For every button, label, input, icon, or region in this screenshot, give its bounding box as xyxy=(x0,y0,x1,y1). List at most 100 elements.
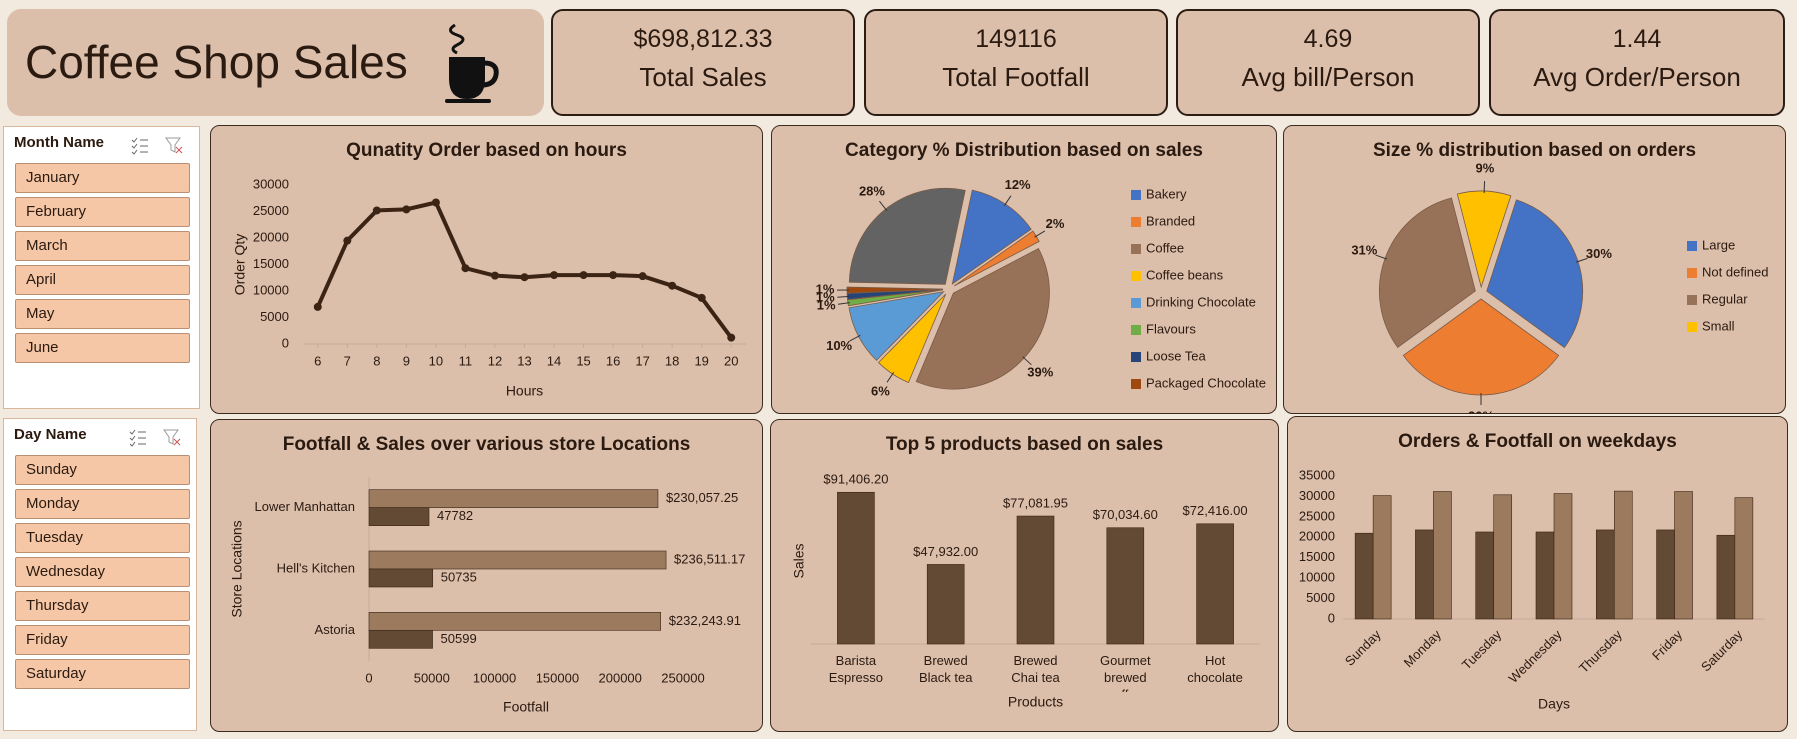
y-tick-label: 20000 xyxy=(253,229,289,244)
x-tick-label-box: Barista Espresso xyxy=(829,653,883,685)
bar xyxy=(1535,531,1555,620)
x-tick-label: 7 xyxy=(344,353,351,368)
legend-swatch xyxy=(1687,268,1697,278)
kpi-value: 149116 xyxy=(975,25,1057,53)
x-tick-label: 13 xyxy=(517,353,531,368)
y-tick-label: 30000 xyxy=(1299,488,1335,503)
chart-title: Footfall & Sales over various store Loca… xyxy=(283,434,691,455)
point xyxy=(579,271,588,280)
data-label: 30% xyxy=(1468,408,1494,414)
kpi-value: 4.69 xyxy=(1303,25,1353,53)
slicer-title: Day Name xyxy=(14,426,87,443)
x-axis-label: Footfall xyxy=(503,699,549,715)
data-label: 1% xyxy=(816,282,835,297)
bar xyxy=(1475,531,1495,620)
x-tick-label: 250000 xyxy=(661,670,704,685)
bar xyxy=(1433,491,1452,620)
chart-panel: Footfall & Sales over various store Loca… xyxy=(210,419,763,732)
kpi-card: $698,812.33 Total Sales xyxy=(551,9,855,116)
point xyxy=(490,271,499,280)
slicer-item[interactable]: Wednesday xyxy=(15,557,190,587)
kpi-card: 4.69 Avg bill/Person xyxy=(1176,9,1480,116)
bar xyxy=(1716,534,1736,620)
y-axis-label: Store Locations xyxy=(229,520,245,617)
y-tick-label: 10000 xyxy=(253,282,289,297)
x-tick-label: Hot chocolate xyxy=(1187,653,1243,685)
y-tick-label: 20000 xyxy=(1299,529,1335,544)
x-tick-label-box: Brewed Chai tea xyxy=(1011,653,1059,685)
kpi-label: Avg Order/Person xyxy=(1533,62,1741,92)
x-tick-label: 8 xyxy=(373,353,380,368)
kpi-value: 1.44 xyxy=(1612,25,1662,53)
point xyxy=(461,264,470,273)
chart-panel: Category % Distribution based on sales 12… xyxy=(771,125,1277,414)
slicer-icons[interactable] xyxy=(130,135,190,155)
x-tick-label: 19 xyxy=(694,353,708,368)
legend-swatch xyxy=(1687,295,1697,305)
point xyxy=(343,236,352,245)
slicer-item[interactable]: Saturday xyxy=(15,659,190,689)
legend-swatch xyxy=(1131,244,1141,254)
x-tick-label: 12 xyxy=(488,353,502,368)
bar xyxy=(1656,529,1675,620)
slicer-item[interactable]: June xyxy=(15,333,190,363)
leader-line xyxy=(879,200,888,211)
x-tick-label: 200000 xyxy=(599,670,642,685)
legend-label: Branded xyxy=(1146,213,1195,228)
x-tick-label: 10 xyxy=(429,353,443,368)
x-tick-label: 11 xyxy=(459,353,473,368)
slicer-item[interactable]: Monday xyxy=(15,489,190,519)
slicer-title: Month Name xyxy=(14,134,104,151)
slicer-item[interactable]: Sunday xyxy=(15,455,190,485)
y-tick-label: Hell's Kitchen xyxy=(277,560,355,575)
slicer-items: Sunday Monday Tuesday Wednesday Thursday Frid… xyxy=(15,455,190,689)
x-tick-label: 15 xyxy=(576,353,590,368)
bar xyxy=(368,630,433,649)
legend-label: Packaged Chocolate xyxy=(1146,375,1266,390)
slicer-item[interactable]: May xyxy=(15,299,190,329)
slicer-item[interactable]: Thursday xyxy=(15,591,190,621)
kpi-label: Total Footfall xyxy=(942,62,1090,92)
slicer-item[interactable]: April xyxy=(15,265,190,295)
slicer-item[interactable]: January xyxy=(15,163,190,193)
data-label: 9% xyxy=(1475,160,1494,175)
leader-line xyxy=(1034,230,1046,238)
slicer-item[interactable]: Friday xyxy=(15,625,190,655)
kpi-card: 149116 Total Footfall xyxy=(864,9,1168,116)
point xyxy=(609,271,618,280)
legend-label: Small xyxy=(1702,318,1735,333)
data-label: 50735 xyxy=(441,569,477,584)
data-label: $236,511.17 xyxy=(674,551,745,566)
data-label: 28% xyxy=(859,183,885,198)
x-tick-label-box: Gourmet brewed coffee xyxy=(1100,653,1151,692)
y-tick-label: 5000 xyxy=(260,309,289,324)
bar xyxy=(1674,491,1693,620)
legend-swatch xyxy=(1131,271,1141,281)
bar xyxy=(837,491,875,645)
y-axis-label: Order Qty xyxy=(232,234,248,295)
chart-title: Top 5 products based on sales xyxy=(886,434,1163,455)
legend-swatch xyxy=(1687,322,1697,332)
data-label: $91,406.20 xyxy=(823,472,888,487)
y-axis-label: Sales xyxy=(791,543,807,578)
leader-line xyxy=(1375,254,1388,260)
chart-panel: Qunatity Order based on hours 0 5000 10000 1… xyxy=(210,125,763,414)
slicer-item[interactable]: March xyxy=(15,231,190,261)
y-tick-label: 25000 xyxy=(1299,508,1335,523)
data-label: 1% xyxy=(817,297,836,312)
slicer-icons[interactable] xyxy=(128,427,188,447)
y-tick-label: 0 xyxy=(282,335,289,350)
bar xyxy=(1354,532,1374,620)
point xyxy=(520,273,529,282)
leader-line xyxy=(837,295,850,298)
y-tick-label: 15000 xyxy=(253,256,289,271)
legend-swatch xyxy=(1131,352,1141,362)
data-label: 30% xyxy=(1586,246,1612,261)
bar xyxy=(1196,523,1234,645)
slicer-item[interactable]: February xyxy=(15,197,190,227)
legend-swatch xyxy=(1131,217,1141,227)
slicer-item[interactable]: Tuesday xyxy=(15,523,190,553)
x-tick-label-box: Hot chocolate xyxy=(1187,653,1243,685)
x-tick-label: 9 xyxy=(403,353,410,368)
